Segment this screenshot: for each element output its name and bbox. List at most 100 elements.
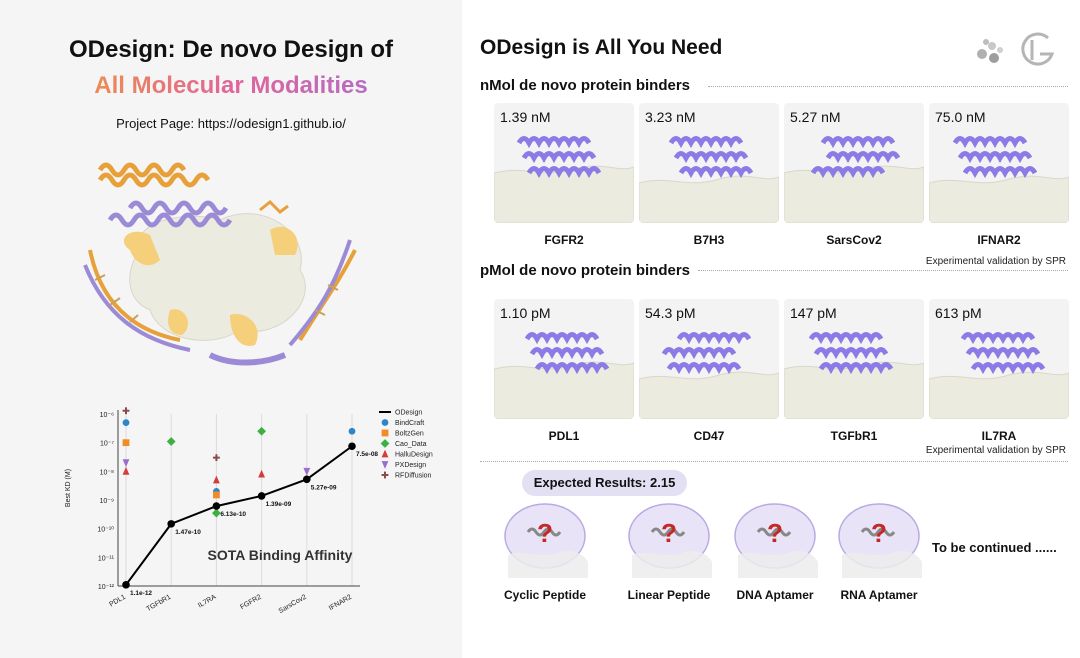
bindcraft-point (122, 419, 130, 427)
legend-swatch (381, 461, 389, 469)
boltzgen-point (122, 439, 130, 447)
binder-structure-image (784, 332, 924, 419)
binder-card-b7h3: 3.23 nM (639, 103, 779, 223)
modality-rna-aptamer-illustration: ? (838, 503, 922, 578)
halludesign-point (258, 469, 265, 478)
cao_data-point (257, 426, 266, 436)
pmol-divider (698, 270, 1068, 271)
binder-structure-image (639, 332, 779, 419)
modality-dna-aptamer-illustration: ? (734, 503, 818, 578)
modality-label: DNA Aptamer (736, 588, 814, 602)
odesign-point (167, 520, 175, 528)
g-logo-icon (1021, 32, 1055, 66)
binder-affinity-value: 147 pM (790, 305, 837, 321)
odesign-data-label: 1.39e-09 (266, 501, 292, 508)
binder-card-ifnar2: 75.0 nM (929, 103, 1069, 223)
binder-structure-image (639, 136, 779, 223)
left-panel: ODesign: De novo Design of All Molecular… (0, 0, 462, 658)
legend-swatch (380, 439, 390, 448)
binder-target-label: SarsCov2 (826, 233, 882, 247)
binder-card-pdl1: 1.10 pM (494, 299, 634, 419)
rfdiffusion-point (122, 407, 130, 415)
question-mark: ? (661, 518, 677, 548)
binder-affinity-value: 54.3 pM (645, 305, 696, 321)
question-mark: ? (767, 518, 783, 548)
legend-swatch (381, 449, 389, 458)
odesign-data-label: 1.47e-10 (175, 529, 201, 536)
binder-structure-image (494, 136, 634, 223)
legend-swatch (381, 419, 389, 426)
binder-affinity-value: 5.27 nM (790, 109, 841, 125)
legend-swatch (381, 471, 389, 479)
network-logo-icon (977, 39, 1003, 63)
halludesign-point (122, 466, 130, 475)
legend-entry: HalluDesign (381, 449, 433, 459)
chart-marks: 1.1e-12 1.47e-10 6.13e-10 1.39e-09 5.27e-09 7… (122, 407, 378, 597)
x-tick-label: IFNAR2 (328, 594, 353, 613)
question-mark: ? (537, 518, 553, 548)
binder-target-label: B7H3 (693, 233, 725, 247)
expected-divider (480, 461, 1068, 462)
binder-card-fgfr2: 1.39 nM (494, 103, 634, 223)
legend-label: BindCraft (395, 420, 424, 427)
binder-target-label: IL7RA (981, 429, 1017, 443)
odesign-data-label: 6.13e-10 (220, 511, 246, 518)
bindcraft-point (348, 427, 356, 435)
binder-target-label: FGFR2 (544, 233, 584, 247)
nmol-divider (708, 86, 1068, 87)
project-page-link[interactable]: Project Page: https://odesign1.github.io… (116, 116, 346, 131)
pmol-section-header: pMol de novo protein binders (480, 262, 690, 279)
modality-label: RNA Aptamer (840, 588, 918, 602)
modality-linear-peptide-illustration: ? (628, 503, 712, 578)
boltzgen-point (213, 491, 220, 499)
x-tick-label: FGFR2 (239, 594, 262, 612)
binder-structure-image (494, 332, 634, 419)
odesign-point (257, 492, 266, 500)
legend-entry: BindCraft (381, 419, 424, 427)
binder-affinity-value: 613 pM (935, 305, 982, 321)
binder-affinity-value: 75.0 nM (935, 109, 986, 125)
question-mark: ? (871, 518, 887, 548)
poster-subtitle: All Molecular Modalities (0, 72, 462, 100)
binder-target-label: TGFbR1 (830, 429, 878, 443)
legend-label: ODesign (395, 410, 422, 417)
chart-legend: ODesign BindCraft BoltzGen Cao_Data HalluDes… (379, 410, 433, 480)
y-tick-label: 10⁻¹² (98, 584, 115, 591)
x-tick-label: IL7RA (197, 594, 218, 610)
x-tick-label: SarsCov2 (278, 594, 308, 615)
binder-structure-image (929, 136, 1069, 223)
legend-label: PXDesign (395, 462, 426, 469)
binder-structure-image (784, 136, 924, 223)
pxdesign-point (122, 459, 130, 468)
odesign-point (303, 475, 311, 484)
x-tick-label: PDL1 (108, 594, 127, 609)
pxdesign-point (303, 467, 311, 476)
chart-ylabel: Best KD (M) (65, 469, 72, 507)
y-tick-label: 10⁻⁸ (100, 469, 114, 476)
odesign-data-label: 5.27e-09 (311, 484, 337, 491)
legend-swatch (381, 429, 389, 437)
modality-cyclic-peptide-illustration: ? (504, 503, 588, 578)
cao_data-point (166, 437, 176, 446)
legend-label: BoltzGen (395, 431, 424, 438)
hero-molecule-illustration (83, 162, 357, 366)
binder-card-il7ra: 613 pM (929, 299, 1069, 419)
halludesign-point (213, 475, 220, 484)
legend-entry: RFDiffusion (381, 471, 432, 480)
cao_data-point (212, 508, 221, 518)
binder-card-cd47: 54.3 pM (639, 299, 779, 419)
odesign-point (348, 442, 356, 451)
y-tick-label: 10⁻⁶ (100, 412, 114, 419)
spr-note-nmol: Experimental validation by SPR (925, 256, 1066, 267)
odesign-data-label: 1.1e-12 (130, 590, 152, 597)
binder-affinity-value: 1.39 nM (500, 109, 551, 125)
spr-note-pmol: Experimental validation by SPR (925, 445, 1066, 456)
binder-target-label: CD47 (693, 429, 725, 443)
binder-target-label: IFNAR2 (977, 233, 1021, 247)
modality-label: Cyclic Peptide (503, 588, 587, 602)
legend-entry: Cao_Data (380, 439, 427, 448)
binder-card-tgfbr1: 147 pM (784, 299, 924, 419)
to-be-continued: To be continued ...... (932, 540, 1057, 555)
legend-entry: BoltzGen (381, 429, 424, 438)
odesign-data-label: 7.5e-08 (356, 451, 378, 458)
